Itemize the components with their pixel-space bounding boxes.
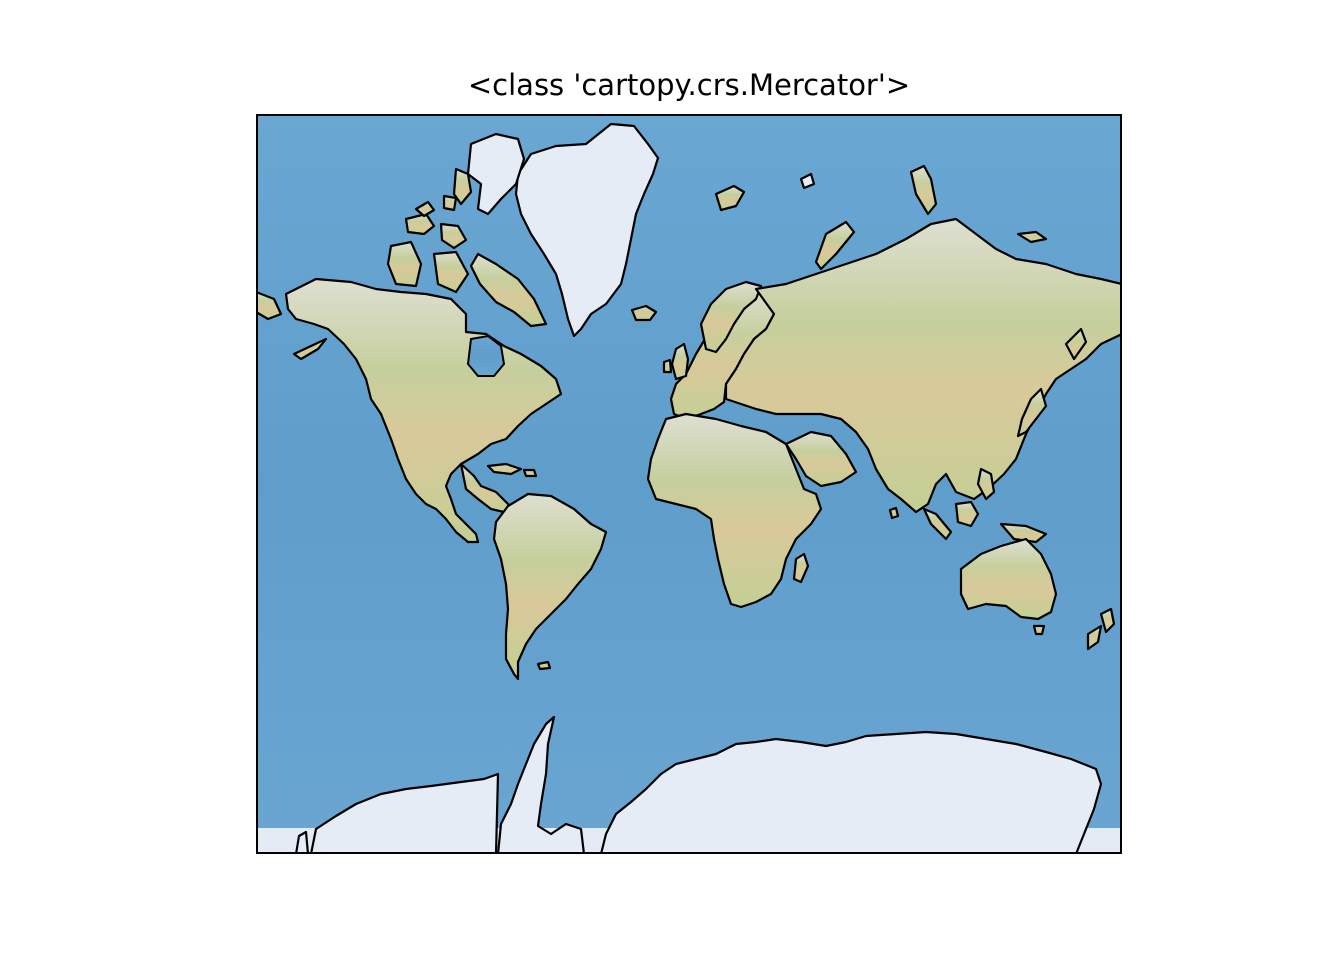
hudson-bay [466, 334, 506, 377]
philippines [976, 467, 996, 501]
borneo [954, 500, 980, 528]
svalbard [714, 184, 746, 212]
madagascar [792, 552, 810, 584]
franz-josef-land [799, 172, 816, 190]
map-title: <class 'cartopy.crs.Mercator'> [467, 68, 911, 102]
map-border [256, 114, 1122, 854]
sri-lanka [888, 506, 900, 520]
new-guinea [999, 522, 1048, 544]
new-siberian-islands [1016, 230, 1048, 244]
aleutian-islands [292, 337, 328, 361]
africa [646, 412, 823, 609]
new-zealand-north [1099, 607, 1116, 634]
map-canvas [256, 114, 1122, 854]
new-zealand-south [1086, 624, 1103, 651]
arctic-island-6 [414, 200, 436, 218]
tasmania [1032, 624, 1046, 636]
arabian-peninsula [784, 430, 858, 488]
severnaya-zemlya [909, 164, 938, 216]
greenland [514, 122, 660, 338]
hispaniola [522, 468, 538, 478]
antarctica-east [599, 730, 1103, 854]
ellesmere-island [466, 132, 526, 216]
kamchatka [1064, 327, 1088, 361]
scandinavia [699, 280, 763, 354]
arctic-island-5 [432, 250, 470, 294]
falkland-islands [536, 660, 552, 671]
australia [959, 537, 1058, 621]
antarctic-island-small [294, 830, 310, 854]
antarctica-west [309, 772, 500, 854]
iceland [630, 304, 658, 322]
arctic-island-4 [386, 240, 423, 288]
antarctic-peninsula [496, 715, 586, 854]
cuba [486, 462, 523, 476]
japan [1016, 387, 1048, 438]
sumatra [922, 507, 953, 541]
arctic-island-7 [442, 194, 458, 212]
arctic-island-3 [439, 222, 468, 250]
ireland [662, 358, 673, 374]
novaya-zemlya [814, 220, 856, 271]
arctic-island-1 [452, 167, 473, 206]
baffin-island [469, 252, 548, 328]
alaska-peninsula [256, 290, 283, 321]
south-america [492, 492, 608, 681]
map-axes[interactable] [256, 114, 1122, 854]
great-britain [670, 342, 690, 381]
